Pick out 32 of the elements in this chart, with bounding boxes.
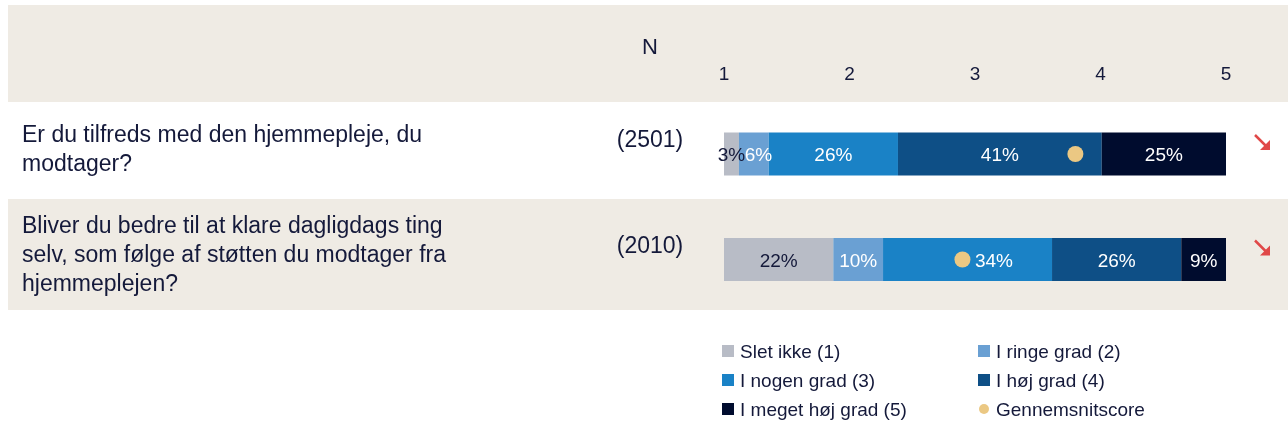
text: (2501) xyxy=(616,126,684,152)
legend-label: I ringe grad (2) xyxy=(996,341,1121,362)
x2-tick-label: 2 xyxy=(844,63,855,84)
legend-label: I høj grad (4) xyxy=(996,370,1105,391)
data-label: 9% xyxy=(1189,249,1218,271)
x2-tick-label: 4 xyxy=(1095,63,1107,84)
y-tick-label: Er du tilfreds med den hjemmepleje, du modtager? xyxy=(22,121,423,176)
data-label: 3% xyxy=(717,144,746,165)
x2-tick-label: 5 xyxy=(1220,63,1232,84)
bar xyxy=(1181,238,1226,281)
data-label: 41% xyxy=(980,144,1019,165)
text: N xyxy=(642,34,658,59)
data-label: 10% xyxy=(839,249,878,271)
y-tick-label: Bliver du bedre til at klare dagligdags ting selv, som følge af støtten du modtager fra hjemmeplejen? xyxy=(22,212,447,296)
bar xyxy=(724,238,834,281)
x2-tick-label: 1 xyxy=(718,63,730,84)
bar xyxy=(883,238,1053,281)
x2-tick-label: 3 xyxy=(969,63,981,84)
data-label: 6% xyxy=(744,144,773,165)
legend-label: I nogen grad (3) xyxy=(740,370,876,391)
data-label: 26% xyxy=(814,144,853,165)
data-label: 34% xyxy=(974,249,1014,271)
bar xyxy=(1052,238,1182,281)
data-label: 25% xyxy=(1144,144,1183,165)
legend-label: I meget høj grad (5) xyxy=(740,399,907,420)
bar xyxy=(1101,132,1226,176)
legend-label: Slet ikke (1) xyxy=(740,341,841,362)
legend-label: Gennemsnitscore xyxy=(996,399,1145,420)
bar xyxy=(897,132,1102,176)
data-label: 26% xyxy=(1097,249,1136,271)
data-label: 22% xyxy=(759,249,798,271)
text: (2010) xyxy=(616,231,684,258)
